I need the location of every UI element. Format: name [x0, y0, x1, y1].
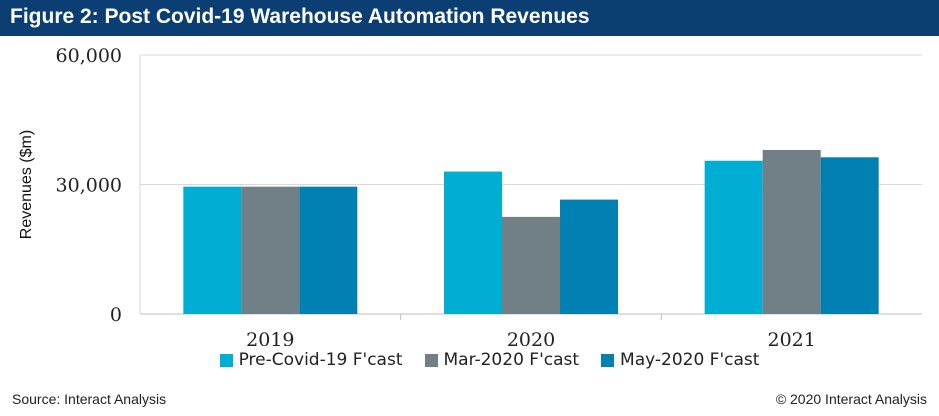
y-tick-label: 60,000	[56, 45, 122, 67]
bar	[183, 186, 242, 314]
legend-label: Pre-Covid-19 F'cast	[238, 350, 403, 370]
legend-swatch	[424, 353, 438, 367]
bar	[704, 160, 763, 314]
legend-label: Mar-2020 F'cast	[443, 350, 580, 370]
bar	[502, 216, 560, 314]
chart-title: Figure 2: Post Covid-19 Warehouse Automa…	[10, 5, 590, 28]
legend-swatch	[219, 353, 233, 367]
legend-item: Pre-Covid-19 F'cast	[219, 350, 403, 370]
bar	[241, 186, 300, 314]
legend-item: Mar-2020 F'cast	[424, 350, 580, 370]
legend-label: May-2020 F'cast	[620, 350, 760, 370]
bar	[299, 186, 358, 314]
y-axis-label: Revenues ($m)	[18, 130, 35, 239]
x-tick-label: 2021	[767, 329, 815, 346]
bar	[762, 149, 821, 314]
bar	[444, 171, 502, 314]
bar-chart: 0 30,000 60,000 Revenues ($m) 2019 2020 2021	[18, 45, 922, 346]
y-tick-label: 0	[110, 304, 122, 326]
copyright-note: © 2020 Interact Analysis	[775, 391, 927, 407]
legend: Pre-Covid-19 F'cast Mar-2020 F'cast May-20…	[0, 350, 939, 370]
title-bar: Figure 2: Post Covid-19 Warehouse Automa…	[0, 0, 939, 36]
y-tick-label: 30,000	[56, 175, 122, 197]
bar	[820, 157, 879, 314]
x-tick-label: 2020	[507, 329, 555, 346]
legend-swatch	[601, 353, 615, 367]
bar	[560, 199, 618, 314]
x-tick-label: 2019	[246, 329, 294, 346]
source-note: Source: Interact Analysis	[12, 391, 167, 407]
legend-item: May-2020 F'cast	[601, 350, 759, 370]
